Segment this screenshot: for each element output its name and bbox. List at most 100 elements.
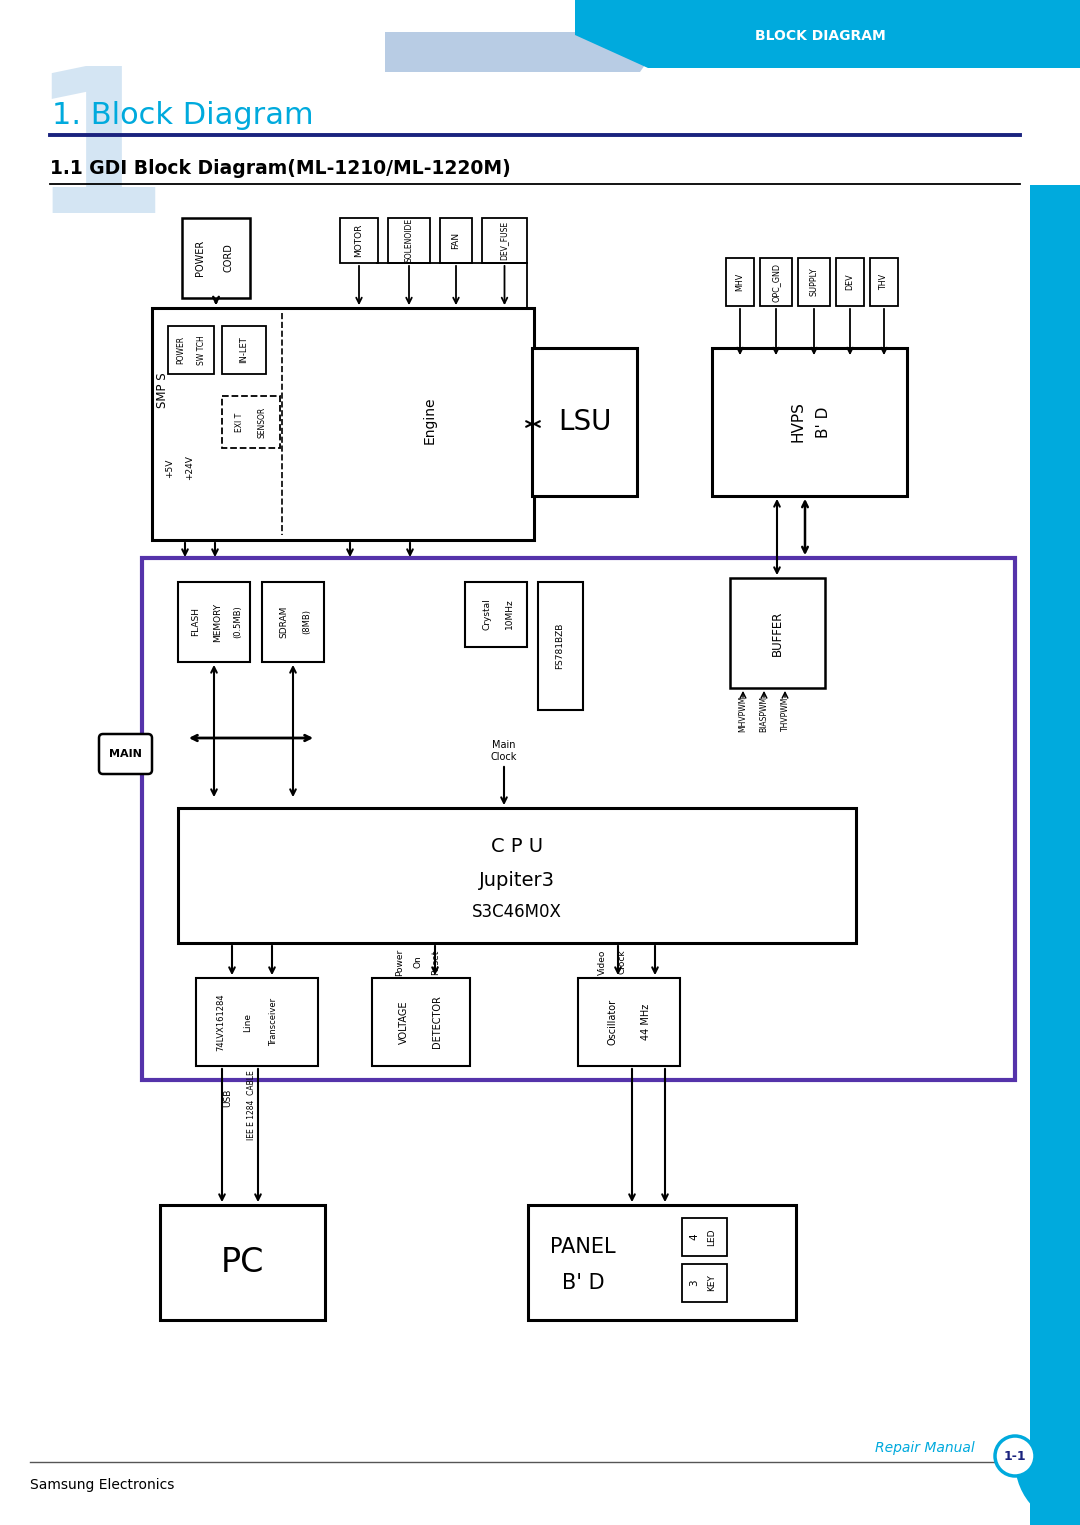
Bar xyxy=(152,308,534,540)
Text: THVPWM: THVPWM xyxy=(781,697,789,730)
Text: BIASPWM: BIASPWM xyxy=(759,695,769,732)
Text: BUFFER: BUFFER xyxy=(770,610,783,656)
Bar xyxy=(681,1218,727,1257)
Text: Jupiter3: Jupiter3 xyxy=(480,871,555,889)
Text: FAN: FAN xyxy=(451,232,460,249)
Text: +5V: +5V xyxy=(165,459,175,477)
Text: IN-LET: IN-LET xyxy=(240,337,248,363)
Text: 10MHz: 10MHz xyxy=(504,599,513,630)
Text: POWER: POWER xyxy=(176,336,186,364)
Text: LSU: LSU xyxy=(557,409,611,436)
Bar xyxy=(528,1205,796,1321)
Text: IEE E 1284  CABLE: IEE E 1284 CABLE xyxy=(247,1071,257,1139)
Text: SMP S: SMP S xyxy=(156,372,168,407)
Bar xyxy=(160,1205,325,1321)
Text: Crystal: Crystal xyxy=(483,598,491,630)
Text: Power: Power xyxy=(395,949,405,976)
Polygon shape xyxy=(384,32,669,72)
Text: SUPPLY: SUPPLY xyxy=(810,267,819,296)
Text: SW TCH: SW TCH xyxy=(197,336,205,364)
Text: Samsung Electronics: Samsung Electronics xyxy=(30,1478,174,1491)
Bar xyxy=(440,218,472,262)
Text: Clock: Clock xyxy=(618,950,626,974)
Text: FS781BZB: FS781BZB xyxy=(555,622,565,669)
Text: 4: 4 xyxy=(689,1234,699,1240)
Text: Oscillator: Oscillator xyxy=(608,999,618,1045)
Text: Transceiver: Transceiver xyxy=(270,997,279,1046)
Bar xyxy=(183,218,249,297)
Text: EXI T: EXI T xyxy=(235,412,244,432)
Bar xyxy=(178,808,856,942)
Bar xyxy=(195,978,318,1066)
Bar xyxy=(178,583,249,662)
Bar xyxy=(681,1264,727,1302)
FancyBboxPatch shape xyxy=(99,734,152,775)
Text: DEV_FUSE: DEV_FUSE xyxy=(499,221,509,259)
Bar xyxy=(465,583,527,647)
Text: Repair Manual: Repair Manual xyxy=(875,1441,975,1455)
Bar xyxy=(340,218,378,262)
Text: MEMORY: MEMORY xyxy=(214,602,222,642)
Text: C P U: C P U xyxy=(491,837,543,856)
Text: POWER: POWER xyxy=(195,239,205,276)
Text: 1: 1 xyxy=(28,59,168,255)
Text: Video: Video xyxy=(597,949,607,974)
Text: Main: Main xyxy=(492,740,516,750)
Bar xyxy=(730,578,825,688)
Text: 1.1 GDI Block Diagram(ML-1210/ML-1220M): 1.1 GDI Block Diagram(ML-1210/ML-1220M) xyxy=(50,159,511,177)
Text: PANEL: PANEL xyxy=(550,1237,616,1257)
Text: KEY: KEY xyxy=(707,1275,716,1292)
Text: BLOCK DIAGRAM: BLOCK DIAGRAM xyxy=(755,29,886,43)
Bar xyxy=(538,583,583,711)
Wedge shape xyxy=(1015,1462,1080,1525)
Bar xyxy=(798,258,831,307)
Text: LED: LED xyxy=(707,1228,716,1246)
Text: Reset: Reset xyxy=(432,949,441,974)
Bar xyxy=(760,258,792,307)
Text: SDRAM: SDRAM xyxy=(280,605,288,637)
Bar xyxy=(836,258,864,307)
Text: SOLENOIDE: SOLENOIDE xyxy=(405,218,414,262)
Circle shape xyxy=(995,1437,1035,1476)
Bar xyxy=(222,396,280,448)
Text: 1. Block Diagram: 1. Block Diagram xyxy=(52,102,313,131)
Text: OPC_GND: OPC_GND xyxy=(771,262,781,302)
Text: DEV: DEV xyxy=(846,273,854,290)
Text: (0.5MB): (0.5MB) xyxy=(233,605,243,639)
Polygon shape xyxy=(1030,1462,1080,1525)
Text: MOTOR: MOTOR xyxy=(354,223,364,256)
Bar xyxy=(372,978,470,1066)
Text: 74LVX161284: 74LVX161284 xyxy=(216,993,226,1051)
Text: CORD: CORD xyxy=(222,244,233,273)
Text: 44 MHz: 44 MHz xyxy=(642,1003,651,1040)
Text: FLASH: FLASH xyxy=(191,607,201,636)
Bar xyxy=(712,348,907,496)
Text: MHV: MHV xyxy=(735,273,744,291)
Text: S3C46M0X: S3C46M0X xyxy=(472,903,562,921)
Bar xyxy=(1030,0,1080,1525)
Bar xyxy=(141,558,1015,1080)
Text: 1-1: 1-1 xyxy=(1003,1449,1026,1462)
Text: B' D: B' D xyxy=(816,406,831,438)
Text: +24V: +24V xyxy=(186,456,194,480)
Text: SENSOR: SENSOR xyxy=(257,406,267,438)
Text: THV: THV xyxy=(879,274,889,290)
Bar xyxy=(870,258,897,307)
Text: 3: 3 xyxy=(689,1279,699,1286)
Bar xyxy=(482,218,527,262)
Bar xyxy=(262,583,324,662)
Bar xyxy=(388,218,430,262)
Text: HVPS: HVPS xyxy=(789,401,805,442)
Bar xyxy=(726,258,754,307)
Text: PC: PC xyxy=(220,1246,264,1278)
Text: DETECTOR: DETECTOR xyxy=(432,996,442,1049)
Text: MHVPWM: MHVPWM xyxy=(739,695,747,732)
Bar xyxy=(578,978,680,1066)
Text: Engine: Engine xyxy=(423,396,437,444)
Polygon shape xyxy=(575,0,1030,69)
Text: (8MB): (8MB) xyxy=(302,610,311,634)
Text: B' D: B' D xyxy=(562,1273,605,1293)
Bar xyxy=(168,326,214,374)
Text: USB: USB xyxy=(224,1089,232,1107)
Text: Line: Line xyxy=(243,1013,253,1031)
